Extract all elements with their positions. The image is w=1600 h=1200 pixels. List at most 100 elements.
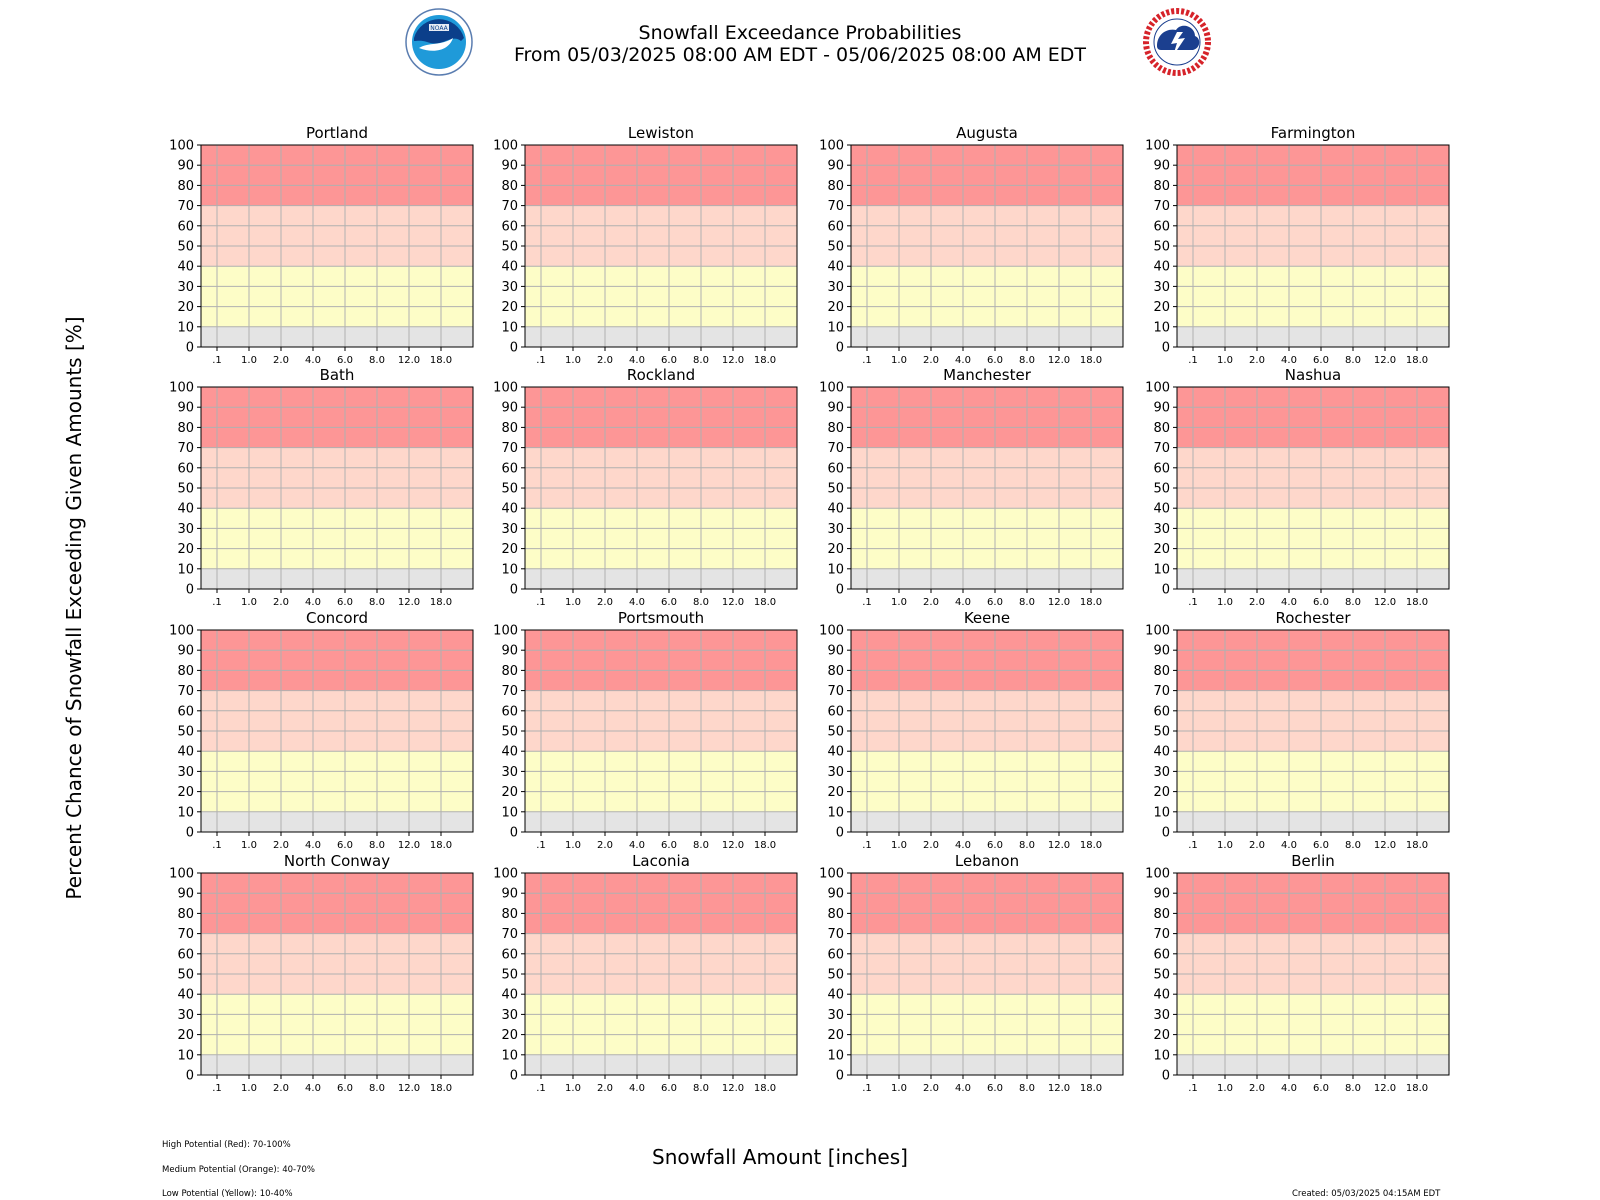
x-tick-label: 1.0 <box>241 1083 257 1094</box>
y-tick-label: 60 <box>177 219 194 234</box>
band-high <box>201 873 473 934</box>
x-tick-label: 8.0 <box>1345 840 1361 851</box>
x-tick-label: 4.0 <box>629 840 645 851</box>
x-tick-label: .1 <box>536 597 546 608</box>
x-tick-label: 6.0 <box>987 840 1003 851</box>
x-tick-label: .1 <box>536 355 546 366</box>
band-high <box>851 630 1123 691</box>
y-tick-label: 70 <box>177 684 194 699</box>
y-tick-label: 30 <box>177 765 194 780</box>
x-tick-label: 12.0 <box>1048 597 1070 608</box>
x-tick-label: 1.0 <box>241 355 257 366</box>
y-tick-label: 10 <box>1153 320 1170 335</box>
panel-laconia: 0 10 20 30 40 50 60 70 80 90 100 .1 1.0 2.0 4.0 6.0 8.0 1… <box>493 852 798 1094</box>
y-tick-label: 70 <box>501 684 518 699</box>
band-high <box>525 873 797 934</box>
band-medium <box>201 447 473 509</box>
y-tick-label: 0 <box>510 1069 518 1084</box>
x-tick-label: .1 <box>1188 1083 1198 1094</box>
band-high <box>525 145 797 206</box>
band-low <box>525 508 797 569</box>
band-low <box>1177 751 1449 812</box>
x-tick-label: 2.0 <box>273 355 289 366</box>
legend-high-potential: High Potential (Red): 70-100% <box>162 1140 291 1150</box>
y-tick-label: 80 <box>827 907 844 922</box>
x-tick-label: 12.0 <box>722 355 744 366</box>
band-minimal <box>201 568 473 589</box>
y-tick-label: 50 <box>1153 725 1170 740</box>
y-tick-label: 90 <box>827 159 844 174</box>
x-tick-label: 1.0 <box>1217 597 1233 608</box>
x-tick-label: 18.0 <box>430 1083 452 1094</box>
y-tick-label: 70 <box>827 927 844 942</box>
y-tick-label: 50 <box>501 968 518 983</box>
x-tick-label: 8.0 <box>369 1083 385 1094</box>
band-medium <box>201 205 473 267</box>
band-high <box>525 630 797 691</box>
y-tick-label: 100 <box>819 139 844 154</box>
y-tick-label: 0 <box>186 826 194 841</box>
y-tick-label: 80 <box>177 664 194 679</box>
x-tick-label: 18.0 <box>1080 597 1102 608</box>
x-tick-label: 8.0 <box>1345 1083 1361 1094</box>
band-medium <box>851 205 1123 267</box>
y-tick-label: 80 <box>1153 179 1170 194</box>
y-tick-label: 0 <box>186 341 194 356</box>
x-tick-label: 12.0 <box>722 597 744 608</box>
x-tick-label: 2.0 <box>1249 597 1265 608</box>
y-tick-label: 20 <box>501 300 518 315</box>
x-tick-label: 8.0 <box>1019 355 1035 366</box>
x-tick-label: 4.0 <box>629 1083 645 1094</box>
y-tick-label: 0 <box>1162 826 1170 841</box>
y-tick-label: 20 <box>827 300 844 315</box>
x-tick-label: 4.0 <box>955 1083 971 1094</box>
y-tick-label: 90 <box>177 887 194 902</box>
y-tick-label: 30 <box>177 280 194 295</box>
y-tick-label: 100 <box>493 624 518 639</box>
panel-rockland: 0 10 20 30 40 50 60 70 80 90 100 .1 1.0 2.0 4.0 6.0 8.0 1… <box>493 366 798 608</box>
x-tick-label: 8.0 <box>693 355 709 366</box>
y-tick-label: 10 <box>177 562 194 577</box>
panel-concord: 0 10 20 30 40 50 60 70 80 90 100 .1 1.0 2.0 4.0 6.0 8.0 1… <box>169 609 474 851</box>
x-tick-label: 6.0 <box>987 355 1003 366</box>
y-tick-label: 80 <box>177 179 194 194</box>
band-low <box>525 994 797 1055</box>
x-tick-label: 4.0 <box>955 840 971 851</box>
x-tick-label: 6.0 <box>987 597 1003 608</box>
y-tick-label: 90 <box>177 644 194 659</box>
y-tick-label: 20 <box>501 1028 518 1043</box>
x-tick-label: 2.0 <box>597 597 613 608</box>
y-tick-label: 70 <box>501 199 518 214</box>
y-tick-label: 50 <box>501 482 518 497</box>
band-medium <box>525 205 797 267</box>
y-tick-label: 90 <box>177 159 194 174</box>
x-tick-label: .1 <box>536 1083 546 1094</box>
y-tick-label: 100 <box>1145 624 1170 639</box>
x-tick-label: .1 <box>1188 355 1198 366</box>
y-tick-label: 60 <box>501 461 518 476</box>
chart-title: Snowfall Exceedance Probabilities <box>638 22 962 44</box>
y-tick-label: 50 <box>827 725 844 740</box>
y-tick-label: 100 <box>1145 867 1170 882</box>
x-tick-label: 6.0 <box>1313 355 1329 366</box>
y-tick-label: 20 <box>1153 542 1170 557</box>
y-tick-label: 60 <box>1153 947 1170 962</box>
y-tick-label: 50 <box>1153 240 1170 255</box>
y-tick-label: 60 <box>501 704 518 719</box>
y-tick-label: 40 <box>177 260 194 275</box>
y-tick-label: 30 <box>1153 765 1170 780</box>
x-tick-label: 12.0 <box>398 1083 420 1094</box>
panel-lewiston: 0 10 20 30 40 50 60 70 80 90 100 .1 1.0 2.0 4.0 6.0 8.0 1… <box>493 124 798 366</box>
y-tick-label: 0 <box>836 583 844 598</box>
panel-rochester: 0 10 20 30 40 50 60 70 80 90 100 .1 1.0 2.0 4.0 6.0 8.0 1… <box>1145 609 1450 851</box>
x-tick-label: .1 <box>212 597 222 608</box>
x-tick-label: 12.0 <box>1374 355 1396 366</box>
band-low <box>201 994 473 1055</box>
y-tick-label: 30 <box>501 280 518 295</box>
x-tick-label: 8.0 <box>369 355 385 366</box>
x-tick-label: 1.0 <box>565 1083 581 1094</box>
band-medium <box>1177 205 1449 267</box>
band-minimal <box>201 1054 473 1075</box>
y-tick-label: 10 <box>1153 1048 1170 1063</box>
panel-title: Berlin <box>1291 852 1335 870</box>
